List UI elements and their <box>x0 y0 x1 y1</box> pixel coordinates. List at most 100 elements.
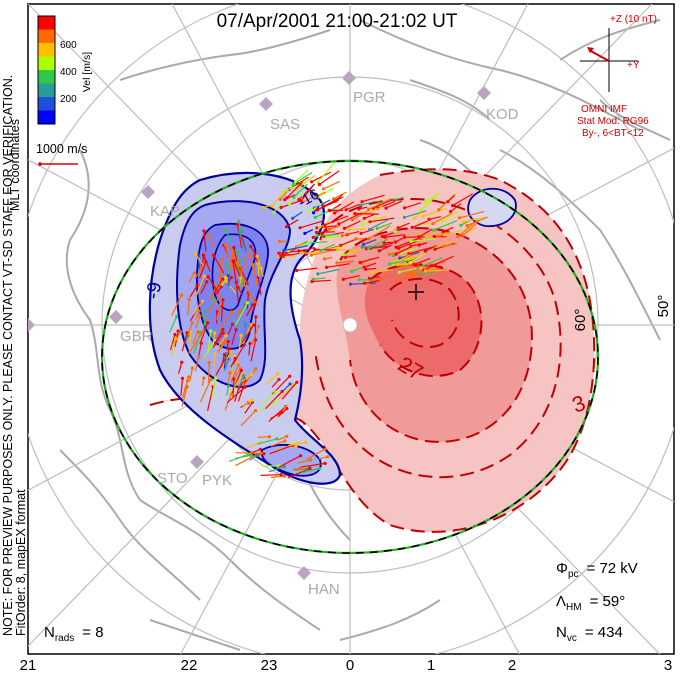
velocity-vector-origin <box>175 315 179 319</box>
velocity-vector <box>265 373 279 385</box>
velocity-vector-origin <box>303 231 307 235</box>
velocity-vector-origin <box>315 208 319 212</box>
velocity-vector-origin <box>449 209 453 214</box>
velocity-vector <box>348 228 366 231</box>
velocity-vector-origin <box>207 233 211 237</box>
velocity-vector-origin <box>360 200 364 204</box>
velocity-vector-origin <box>285 196 289 200</box>
velocity-vector <box>207 296 220 314</box>
velocity-vector-origin <box>322 257 327 261</box>
velocity-vector <box>212 353 216 376</box>
velocity-vector-origin <box>250 372 254 376</box>
velocity-vector <box>199 379 212 403</box>
velocity-vector-origin <box>285 406 289 411</box>
velocity-vector-origin <box>195 283 199 288</box>
velocity-vector <box>428 216 442 220</box>
velocity-vector <box>233 247 238 261</box>
latitude-label-50: 50° <box>655 295 672 318</box>
station-marker <box>190 455 204 469</box>
velocity-vector-origin <box>279 473 283 477</box>
velocity-vector <box>248 343 251 356</box>
velocity-vector <box>236 250 242 264</box>
velocity-vector <box>231 329 237 345</box>
velocity-vector-origin <box>223 275 227 279</box>
velocity-vector-origin <box>243 385 247 389</box>
imf-bz-label: +Z (10 nT) <box>610 14 657 25</box>
velocity-vector <box>246 292 250 310</box>
velocity-vector-origin <box>242 343 246 347</box>
velocity-vector <box>311 171 331 183</box>
velocity-vector-origin <box>261 206 266 210</box>
velocity-vector-origin <box>414 263 418 267</box>
velocity-vector-origin <box>251 303 255 307</box>
velocity-vector-origin <box>217 295 221 299</box>
velocity-vector-origin <box>393 229 397 233</box>
velocity-vector-origin <box>229 349 233 354</box>
negative-small-cell <box>467 187 517 227</box>
velocity-vector-origin <box>276 372 280 376</box>
velocity-vector <box>238 231 247 253</box>
velocity-vector-origin <box>258 447 262 451</box>
velocity-vector <box>443 243 457 247</box>
velocity-vector-origin <box>275 437 279 441</box>
velocity-vector <box>404 210 427 218</box>
velocity-vector-origin <box>344 208 348 212</box>
velocity-vector-origin <box>350 218 354 222</box>
velocity-vector <box>270 440 286 447</box>
svg-text:ΛHM= 59°: ΛHM = 59° <box>556 593 625 613</box>
velocity-vector <box>232 344 245 365</box>
velocity-vector-origin <box>362 281 367 285</box>
velocity-vector-origin <box>226 339 230 343</box>
velocity-vector-origin <box>274 390 278 394</box>
velocity-vector-origin <box>304 440 308 445</box>
contour-label-neg9: -9 <box>143 280 167 300</box>
velocity-vector <box>313 277 326 280</box>
velocity-vector <box>238 221 243 235</box>
velocity-vector <box>444 229 463 236</box>
velocity-vector <box>311 249 336 256</box>
velocity-vector-origin <box>358 203 362 207</box>
velocity-vector-origin <box>223 243 227 247</box>
coastlines <box>59 19 671 651</box>
velocity-vector-origin <box>299 454 303 458</box>
velocity-vector <box>277 408 288 418</box>
velocity-vector-origin <box>432 234 436 239</box>
velocity-vector-origin <box>310 180 314 184</box>
velocity-vector-origin <box>253 409 258 413</box>
velocity-vector-origin <box>432 228 436 232</box>
velocity-vector <box>226 262 235 276</box>
velocity-vector <box>170 338 177 357</box>
velocity-vector <box>371 269 393 274</box>
velocity-vector-origin <box>362 216 366 220</box>
velocity-vector-origin <box>207 361 211 365</box>
velocity-vector <box>219 259 223 282</box>
velocity-vector-origin <box>221 277 225 281</box>
velocity-vector <box>314 207 336 218</box>
velocity-vector-origin <box>408 260 412 264</box>
mlt-tick-23: 23 <box>261 657 278 674</box>
velocity-vector-origin <box>180 293 184 297</box>
velocity-vector-origin <box>228 247 233 251</box>
velocity-vector-origin <box>211 253 216 257</box>
velocity-vector <box>297 459 311 464</box>
velocity-vector-origin <box>324 265 329 269</box>
velocity-vector <box>213 278 224 294</box>
velocity-vector-origin <box>221 298 225 302</box>
velocity-vector-origin <box>402 235 407 239</box>
velocity-vector <box>187 322 193 336</box>
velocity-vector <box>317 197 340 211</box>
velocity-vector-origin <box>410 225 414 229</box>
velocity-vector-origin <box>204 309 208 313</box>
velocity-vector <box>270 475 285 479</box>
velocity-vector-origin <box>255 254 259 258</box>
velocity-vector <box>326 263 350 268</box>
velocity-vector-origin <box>412 216 416 221</box>
velocity-vector <box>187 299 190 316</box>
velocity-vector <box>362 245 389 248</box>
velocity-vector <box>368 225 391 240</box>
velocity-vector-origin <box>354 237 358 241</box>
velocity-vector-origin <box>278 197 282 201</box>
velocity-vector <box>235 452 262 454</box>
velocity-vector-origin <box>322 187 326 191</box>
mlt-tick-3: 3 <box>664 657 672 674</box>
